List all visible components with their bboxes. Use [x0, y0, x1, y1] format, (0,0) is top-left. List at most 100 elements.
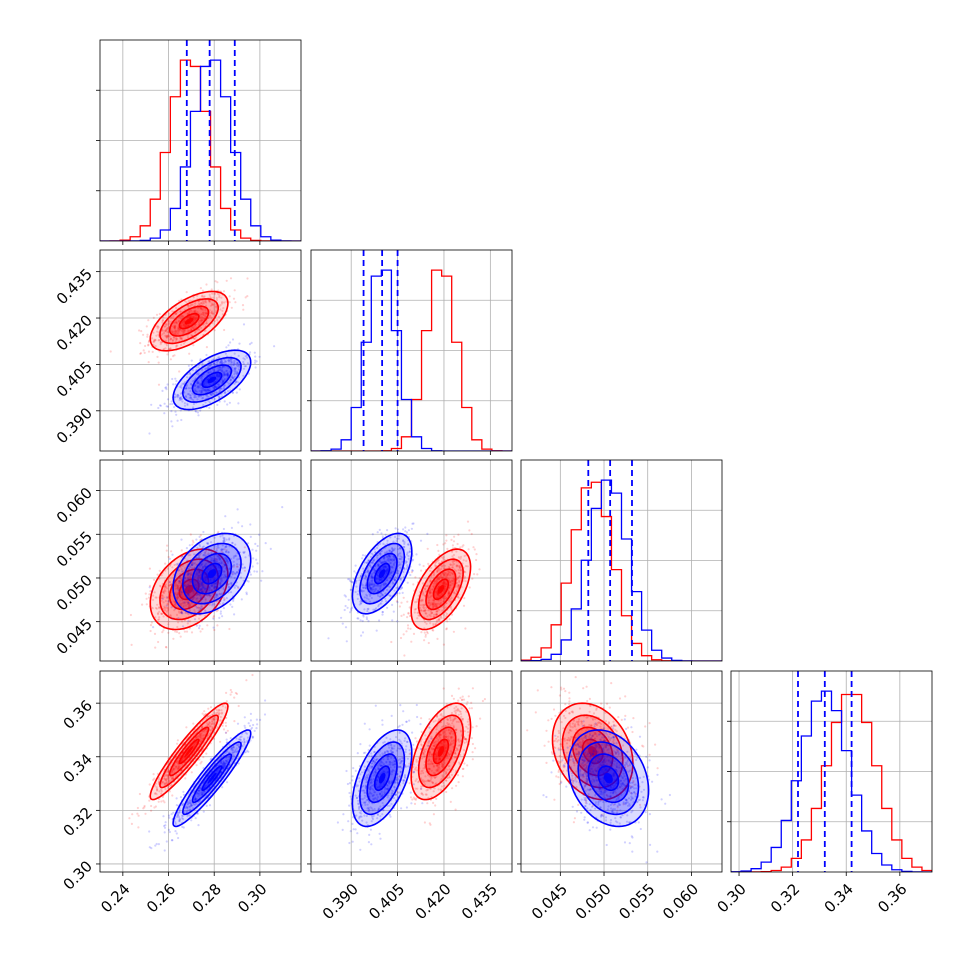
scatter-point — [426, 630, 429, 634]
scatter-point — [437, 549, 440, 553]
scatter-point — [407, 543, 410, 546]
scatter-point — [343, 608, 346, 612]
scatter-point — [435, 613, 438, 616]
scatter-point — [169, 317, 173, 320]
scatter-point — [170, 601, 173, 604]
scatter-point — [180, 314, 183, 317]
scatter-point — [173, 326, 176, 329]
scatter-point — [463, 576, 467, 579]
scatter-point — [204, 579, 207, 582]
scatter-point — [237, 363, 241, 366]
scatter-point — [173, 337, 176, 340]
scatter-point — [166, 353, 169, 356]
scatter-point — [387, 557, 390, 560]
scatter-point — [446, 569, 450, 573]
scatter-point — [168, 564, 172, 567]
scatter-point — [434, 603, 437, 607]
scatter-point — [403, 541, 406, 544]
scatter-point — [187, 612, 190, 616]
scatter-point — [222, 386, 226, 390]
scatter-point — [238, 363, 241, 367]
scatter-point — [421, 603, 424, 606]
scatter-point — [211, 583, 214, 586]
scatter-point — [174, 321, 177, 324]
scatter-point — [379, 567, 382, 570]
scatter-point — [378, 578, 381, 581]
scatter-point — [198, 570, 201, 574]
panel-frame — [99, 249, 302, 452]
scatter-point — [220, 381, 224, 384]
scatter-point — [196, 593, 199, 596]
scatter-point — [238, 388, 241, 391]
scatter-point — [224, 360, 227, 363]
scatter-point — [212, 358, 215, 361]
scatter-point — [366, 570, 369, 573]
scatter-point — [166, 398, 170, 401]
scatter-point — [229, 378, 233, 381]
scatter-point — [179, 398, 183, 401]
scatter-point — [188, 329, 191, 332]
panel-ticks — [96, 271, 261, 455]
scatter-point — [178, 328, 182, 331]
scatter-point — [167, 774, 170, 777]
scatter-point — [198, 535, 201, 539]
scatter-point — [221, 365, 224, 368]
scatter-point — [168, 777, 171, 780]
scatter-point — [451, 564, 454, 567]
scatter-point — [195, 583, 198, 586]
scatter-point — [242, 360, 245, 364]
contours-blue — [172, 532, 252, 615]
scatter-point — [453, 592, 456, 595]
scatter-point — [187, 572, 190, 575]
scatter-point — [205, 590, 208, 593]
scatter-point — [197, 307, 200, 310]
scatter-point — [442, 613, 445, 616]
scatter-point — [201, 605, 204, 608]
scatter-point — [194, 388, 197, 391]
scatter-point — [221, 369, 224, 372]
scatter-point — [408, 614, 411, 618]
scatter-point — [457, 583, 460, 587]
scatter-point — [222, 380, 225, 383]
scatter-point — [447, 571, 450, 575]
scatter-point — [166, 770, 169, 773]
scatter-point — [204, 554, 207, 557]
scatter-point — [207, 724, 210, 727]
scatter-point — [173, 326, 176, 329]
scatter-point — [227, 382, 230, 385]
scatter-point — [230, 575, 233, 578]
scatter-point — [197, 395, 200, 398]
scatter-point — [233, 289, 236, 292]
scatter-point — [211, 728, 214, 731]
scatter-point — [377, 603, 380, 606]
scatter-point — [180, 602, 183, 606]
scatter-point — [163, 589, 166, 593]
scatter-point — [217, 713, 220, 716]
scatter-point — [377, 585, 380, 588]
scatter-point — [208, 364, 211, 367]
scatter-point — [412, 632, 416, 636]
scatter-point — [229, 603, 232, 606]
scatter-point — [422, 564, 425, 568]
scatter-point — [199, 584, 202, 587]
scatter-point — [385, 571, 388, 575]
scatter-point — [199, 313, 202, 316]
contour-line — [149, 290, 229, 352]
scatter-point — [213, 292, 216, 295]
scatter-point — [217, 711, 220, 714]
scatter-point — [380, 583, 383, 587]
scatter-point — [141, 603, 144, 606]
scatter-point — [162, 319, 165, 322]
contours-blue — [351, 532, 413, 615]
scatter-point — [437, 594, 440, 597]
scatter-point — [214, 716, 217, 719]
scatter-point — [379, 553, 382, 556]
scatter-point — [199, 287, 202, 290]
scatter-point — [237, 402, 240, 405]
scatter-point — [439, 601, 442, 605]
scatter-point — [186, 330, 190, 333]
scatter-point — [434, 561, 437, 565]
scatter-point — [175, 313, 178, 316]
scatter-point — [166, 775, 169, 778]
scatter-point — [397, 534, 400, 537]
